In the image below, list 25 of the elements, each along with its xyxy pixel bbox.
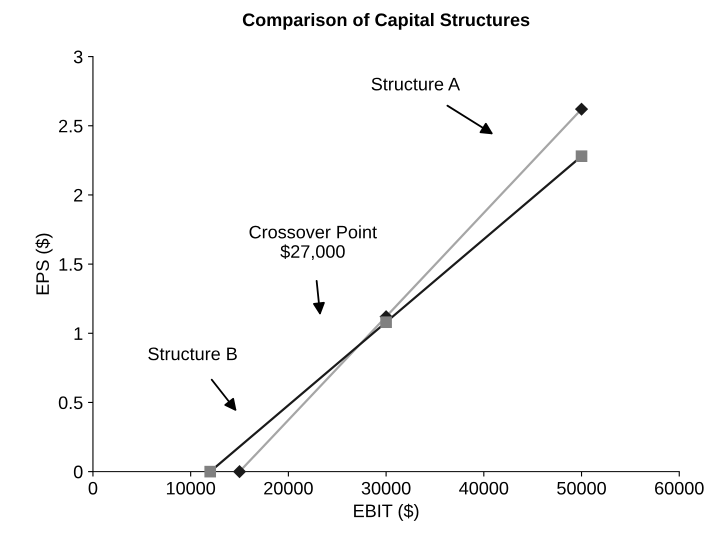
point	[380, 316, 392, 328]
y-tick-label: 1	[74, 327, 82, 340]
y-tick-label: 3	[74, 50, 82, 64]
point	[232, 465, 246, 478]
x-axis-title: EBIT ($)	[354, 504, 418, 521]
y-tick-label: 2.5	[59, 120, 82, 132]
point	[576, 150, 588, 162]
y-tick-label: 0.5	[58, 396, 82, 410]
x-tick-label: 10000	[166, 482, 216, 495]
annotation: Crossover Point $27,000	[250, 225, 377, 260]
chart-title: Comparison of Capital Structures	[242, 12, 530, 30]
y-axis-title: EPS ($)	[35, 234, 53, 294]
x-tick-label: 60000	[655, 482, 704, 495]
x-tick-label: 20000	[264, 482, 313, 495]
point	[204, 466, 216, 478]
y-tick-label: 1.5	[60, 258, 82, 271]
y-tick-label: 2	[74, 188, 82, 202]
annotation: Structure B	[148, 347, 237, 360]
x-tick-label: 0	[88, 482, 98, 495]
x-tick-label: 50000	[557, 482, 606, 495]
annotation: Structure A	[372, 78, 460, 90]
x-tick-label: 30000	[362, 482, 410, 495]
x-tick-label: 40000	[459, 482, 508, 495]
y-tick-label: 0	[74, 466, 83, 478]
point	[574, 102, 588, 116]
